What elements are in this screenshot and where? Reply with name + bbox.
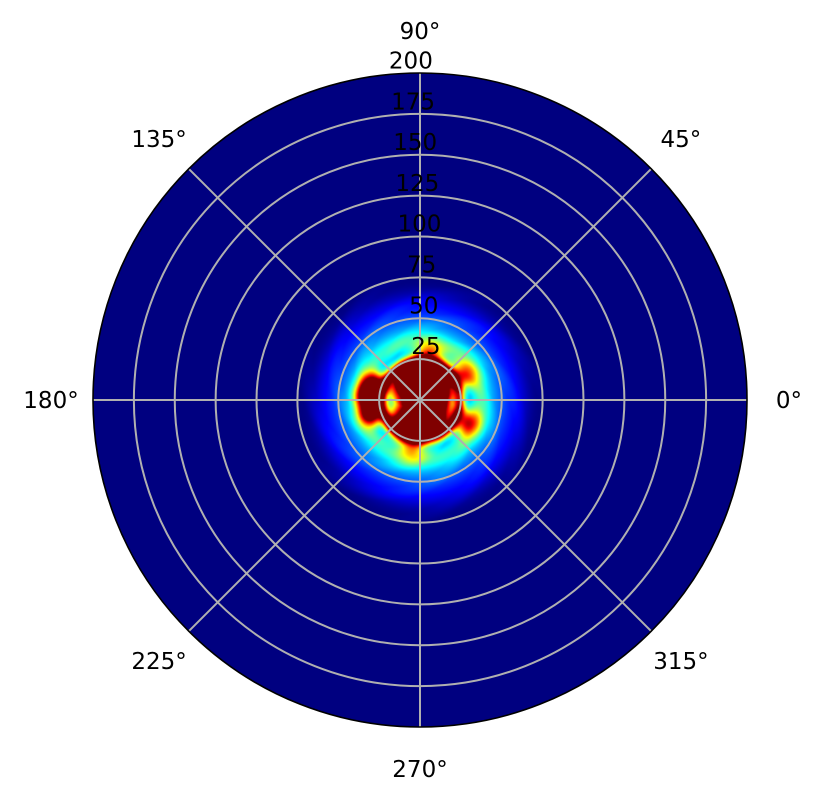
angular-gridline-45 (419, 168, 652, 401)
axis-labels: 25 50 75 100 125 150 175 200 0° 45° 90° 135° 180° 225… (23, 19, 802, 783)
angular-tick-label-225: 225° (131, 649, 186, 675)
angular-tick-label-90: 90° (400, 19, 441, 45)
angular-gridline-315 (419, 399, 652, 632)
radial-tick-label-25: 25 (411, 334, 440, 360)
angular-tick-label-45: 45° (661, 127, 702, 153)
radial-tick-label-150: 150 (393, 130, 437, 156)
radial-tick-label-200: 200 (389, 48, 433, 74)
radial-tick-label-75: 75 (407, 253, 436, 279)
radial-tick-label-175: 175 (391, 89, 435, 115)
angular-gridline-135 (188, 168, 421, 401)
polar-grid (93, 73, 747, 727)
radial-tick-label-50: 50 (409, 293, 438, 319)
angular-tick-label-315: 315° (653, 649, 708, 675)
angular-tick-label-135: 135° (131, 127, 186, 153)
polar-plot-border (92, 72, 748, 728)
angular-gridline-225 (188, 399, 421, 632)
radial-tick-label-125: 125 (395, 171, 439, 197)
angular-tick-label-180: 180° (23, 388, 78, 414)
radial-tick-label-100: 100 (397, 212, 441, 238)
angular-tick-label-0: 0° (776, 388, 802, 414)
angular-tick-label-270: 270° (392, 757, 447, 783)
